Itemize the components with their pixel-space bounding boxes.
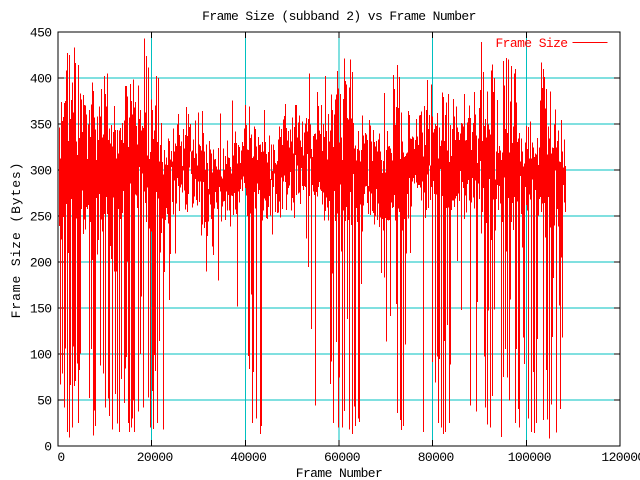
svg-text:Frame Size (subband 2) vs Fram: Frame Size (subband 2) vs Frame Number — [202, 9, 476, 24]
svg-text:0: 0 — [57, 450, 64, 465]
svg-text:Frame Number: Frame Number — [296, 466, 382, 480]
svg-text:200: 200 — [30, 256, 52, 271]
svg-text:20000: 20000 — [137, 450, 173, 465]
svg-text:350: 350 — [30, 118, 52, 133]
svg-text:120000: 120000 — [601, 450, 640, 465]
svg-text:300: 300 — [30, 164, 52, 179]
svg-text:60000: 60000 — [324, 450, 360, 465]
svg-text:40000: 40000 — [230, 450, 266, 465]
svg-text:100: 100 — [30, 348, 52, 363]
svg-text:80000: 80000 — [418, 450, 454, 465]
svg-text:450: 450 — [30, 26, 52, 41]
svg-text:50: 50 — [37, 394, 51, 409]
svg-text:400: 400 — [30, 72, 52, 87]
svg-text:Frame Size: Frame Size — [495, 36, 567, 51]
svg-text:150: 150 — [30, 302, 52, 317]
svg-text:Frame Size (Bytes): Frame Size (Bytes) — [9, 162, 24, 319]
svg-text:250: 250 — [30, 210, 52, 225]
svg-text:100000: 100000 — [508, 450, 551, 465]
svg-text:0: 0 — [44, 440, 51, 455]
